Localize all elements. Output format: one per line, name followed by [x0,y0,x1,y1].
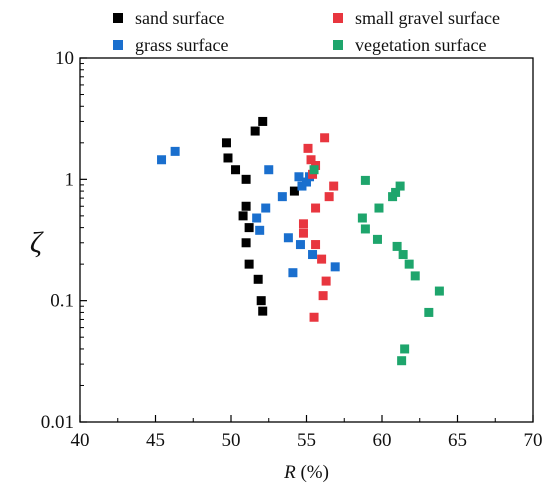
data-point-sand-surface [258,116,268,126]
data-point-grass-surface [302,177,311,187]
y-axis-title: ζ [30,226,44,259]
x-tick-label: 50 [222,430,241,451]
data-point-vegetation-surface [410,271,420,281]
data-point-small-gravel-surface [320,133,330,143]
data-point-small-gravel-surface [311,203,321,213]
data-point-small-gravel-surface [298,219,308,229]
data-point-vegetation-surface [372,234,382,244]
data-point-sand-surface [244,223,254,233]
data-point-sand-surface [258,306,268,316]
legend: sand surface grass surface small gravel su… [113,8,500,55]
data-point-grass-surface [288,268,298,278]
x-tick-label: 40 [71,430,90,451]
data-point-sand-surface [253,274,263,284]
data-point-vegetation-surface [388,192,398,202]
data-point-sand-surface [250,126,260,136]
y-tick-label: 10 [55,48,74,69]
data-point-grass-surface [264,165,274,175]
x-tick-label: 55 [297,430,316,451]
x-tick-label: 45 [146,430,165,451]
x-tick-label: 65 [448,430,467,451]
data-point-grass-surface [330,262,340,272]
data-point-vegetation-surface [397,356,407,366]
data-point-sand-surface [256,296,266,306]
data-point-vegetation-surface [404,259,414,269]
data-point-small-gravel-surface [309,312,319,322]
data-point-grass-surface [157,155,167,165]
y-tick-label: 0.01 [41,412,74,433]
data-point-grass-surface [170,146,180,156]
data-point-small-gravel-surface [321,276,331,286]
data-point-vegetation-surface [398,250,408,260]
data-point-vegetation-surface [434,286,444,296]
data-point-small-gravel-surface [306,155,316,165]
legend-label-small-gravel-surface: small gravel surface [355,8,500,28]
data-point-small-gravel-surface [298,228,308,238]
x-axis-variable: R [283,462,296,483]
data-point-small-gravel-surface [318,291,328,301]
data-point-sand-surface [244,259,254,269]
data-point-sand-surface [289,186,299,196]
data-point-sand-surface [241,201,251,211]
y-tick-label: 1 [65,169,75,190]
data-point-sand-surface [238,211,248,221]
data-point-grass-surface [252,213,262,223]
legend-label-grass-surface: grass surface [135,35,228,55]
data-point-grass-surface [297,181,307,191]
axis-tick-labels: 40 45 50 55 60 65 70 0.01 0.1 1 10 [41,48,543,451]
data-point-small-gravel-surface [303,143,313,153]
legend-label-sand-surface: sand surface [135,8,224,28]
data-point-vegetation-surface [309,165,319,175]
data-point-small-gravel-surface [324,192,334,202]
legend-marker-small-gravel-surface [333,13,343,23]
data-point-grass-surface [295,240,305,250]
data-point-vegetation-surface [424,307,434,317]
legend-marker-sand-surface [113,13,123,23]
x-axis-unit: (%) [296,462,329,483]
data-point-vegetation-surface [357,213,367,223]
data-point-sand-surface [231,165,241,175]
data-point-vegetation-surface [400,344,410,354]
data-point-vegetation-surface [374,203,384,213]
legend-marker-grass-surface [113,40,123,50]
data-point-vegetation-surface [392,241,402,251]
legend-label-vegetation-surface: vegetation surface [355,35,486,55]
x-tick-label: 70 [524,430,543,451]
data-point-grass-surface [277,192,287,202]
data-point-grass-surface [255,225,265,235]
data-point-vegetation-surface [360,175,370,185]
data-point-grass-surface [261,203,271,213]
data-points [157,116,444,366]
data-point-grass-surface [294,172,304,182]
data-point-sand-surface [241,238,251,248]
axis-ticks [79,57,534,423]
legend-marker-vegetation-surface [333,40,343,50]
data-point-small-gravel-surface [329,181,339,191]
data-point-vegetation-surface [395,181,405,191]
plot-frame [79,57,534,423]
data-point-sand-surface [241,174,251,184]
x-axis-title: R (%) [283,462,329,483]
data-point-sand-surface [221,138,231,148]
data-point-grass-surface [308,250,318,260]
data-point-vegetation-surface [360,224,370,234]
data-point-small-gravel-surface [311,240,321,250]
data-point-small-gravel-surface [317,254,327,264]
y-tick-label: 0.1 [50,291,74,312]
data-point-small-gravel-surface [308,169,318,179]
data-point-sand-surface [223,153,233,163]
data-point-grass-surface [283,233,293,243]
x-tick-label: 60 [373,430,392,451]
